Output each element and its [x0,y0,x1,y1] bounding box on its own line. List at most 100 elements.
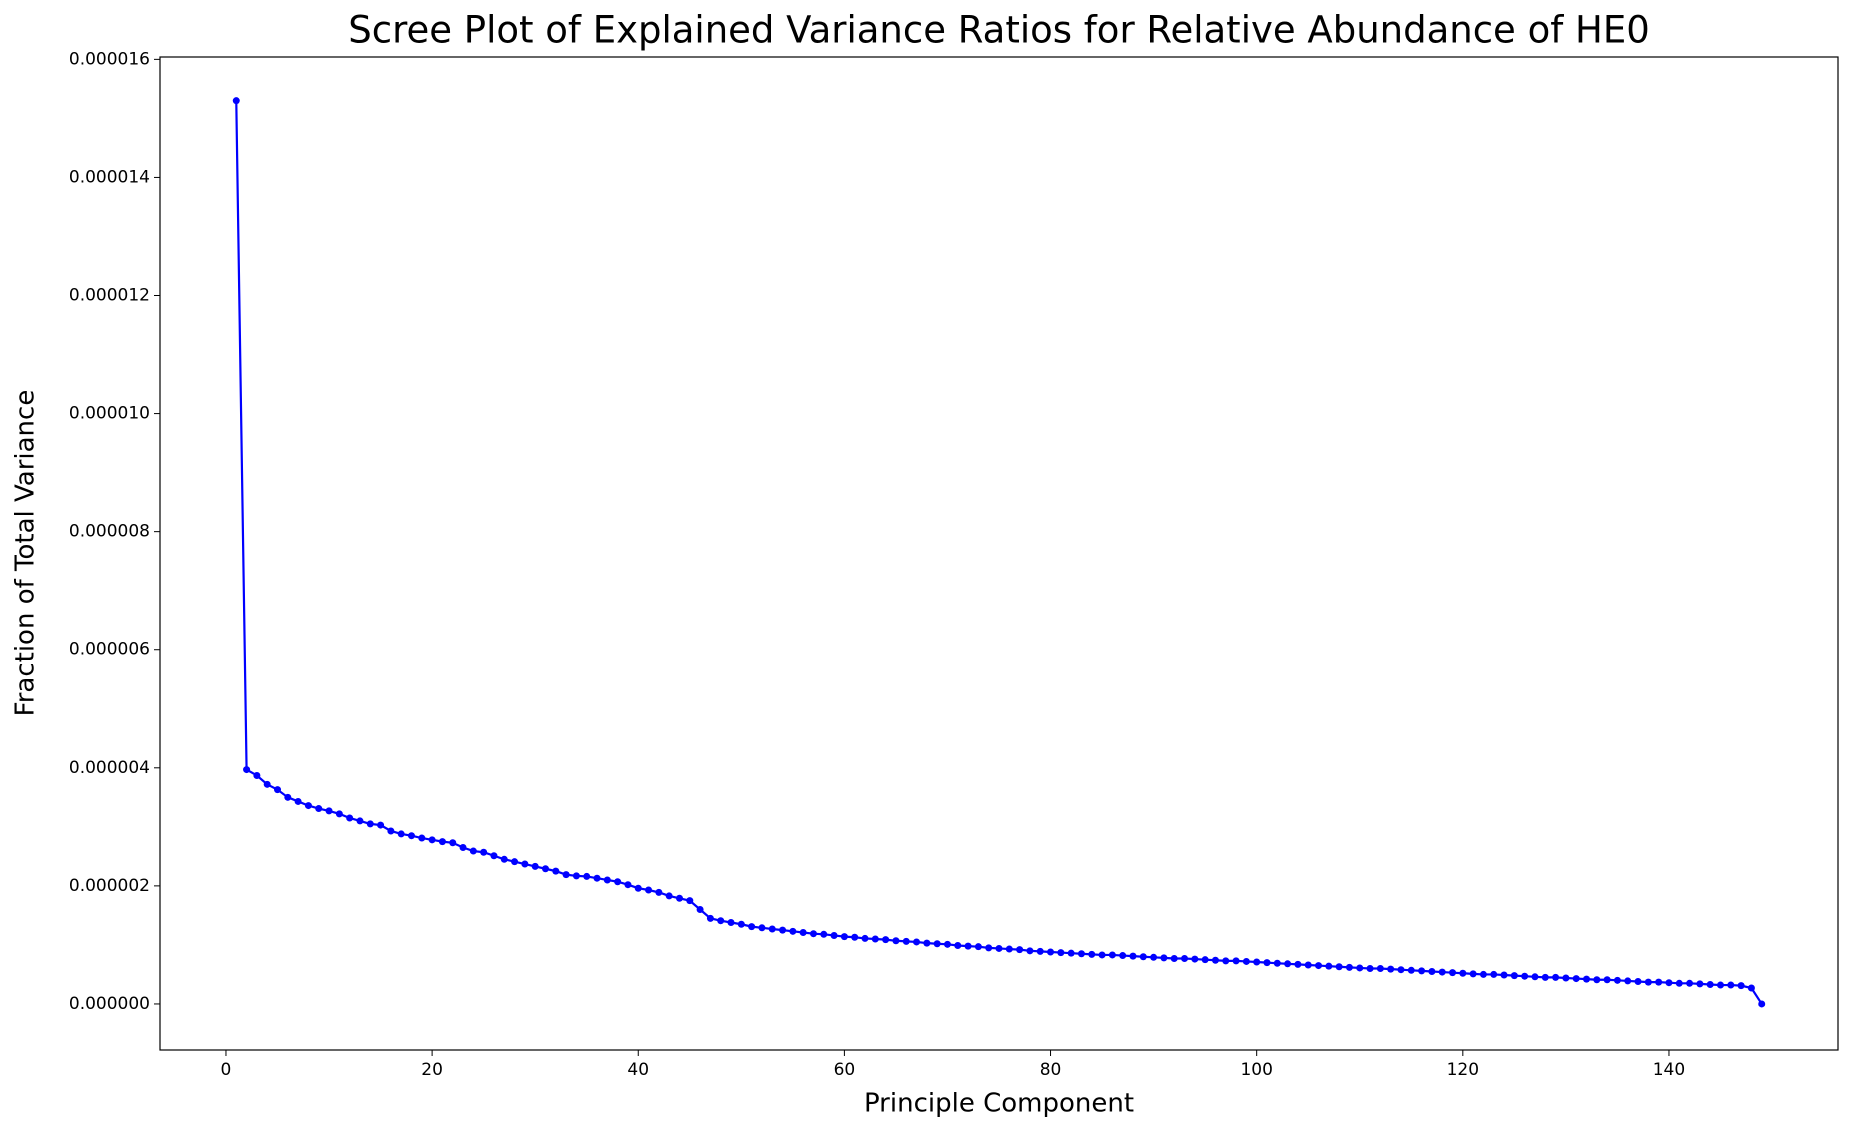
chart-title: Scree Plot of Explained Variance Ratios … [348,9,1649,52]
point [603,876,611,884]
point [304,802,312,810]
point [1242,957,1250,965]
point [531,862,539,870]
point [500,855,508,863]
point [438,838,446,846]
y-tick-label: 0.000006 [69,640,150,660]
x-tick-label: 40 [627,1060,649,1080]
point [1603,976,1611,984]
point [1263,959,1271,967]
point [232,97,240,105]
point [1675,979,1683,987]
point [1407,966,1415,974]
point [1356,964,1364,972]
y-axis-label: Fraction of Total Variance [11,390,41,717]
point [1098,951,1106,959]
point [459,844,467,852]
point [1160,954,1168,962]
point [1696,980,1704,988]
point [1583,975,1591,983]
point [552,867,560,875]
point [820,930,828,938]
point [1510,972,1518,980]
point [274,786,282,794]
point [840,933,848,941]
point [418,834,426,842]
y-tick-label: 0.000014 [69,167,150,187]
point [717,917,725,925]
point [1345,963,1353,971]
point [1170,954,1178,962]
point [521,860,529,868]
point [995,944,1003,952]
point [933,940,941,948]
point [1479,970,1487,978]
point [263,780,271,788]
point [1067,949,1075,957]
point [511,858,519,866]
point [1088,950,1096,958]
x-tick-label: 80 [1040,1060,1062,1080]
point [871,935,879,943]
point [1655,978,1663,986]
point [737,920,745,928]
point [614,878,622,886]
plot-frame [159,56,1839,1051]
point [923,939,931,947]
point [1387,965,1395,973]
point [243,766,251,774]
series-line [235,100,1763,1005]
x-tick-label: 140 [1653,1060,1685,1080]
point [902,937,910,945]
point [1665,979,1673,987]
point [593,874,601,882]
x-tick-label: 0 [221,1060,232,1080]
point [1191,955,1199,963]
point [284,793,292,801]
y-tick-label: 0.000008 [69,522,150,542]
point [583,872,591,880]
point [1469,970,1477,978]
point [645,886,653,894]
point [943,940,951,948]
y-tick-label: 0.000004 [69,758,150,778]
point [851,933,859,941]
point [1284,960,1292,968]
point [1139,953,1147,961]
point [830,931,838,939]
point [768,925,776,933]
point [1273,959,1281,967]
point [696,905,704,913]
point [1253,958,1261,966]
x-axis-label: Principle Component [864,1089,1134,1119]
point [428,836,436,844]
point [1211,956,1219,964]
point [748,923,756,931]
point [964,942,972,950]
point [562,871,570,879]
point [675,894,683,902]
point [1397,966,1405,974]
point [377,821,385,829]
point [1366,965,1374,973]
point [315,805,323,813]
point [387,827,395,835]
point [789,927,797,935]
point [861,934,869,942]
point [1634,978,1642,986]
point [1335,963,1343,971]
point [1005,945,1013,953]
point [892,937,900,945]
point [1449,969,1457,977]
point [1438,968,1446,976]
point [356,817,364,825]
point [1531,973,1539,981]
point [1428,967,1436,975]
point [1304,961,1312,969]
point [1593,976,1601,984]
point [1325,962,1333,970]
x-tick-label: 60 [834,1060,856,1080]
point [1315,962,1323,970]
point [1541,973,1549,981]
point [397,830,405,838]
